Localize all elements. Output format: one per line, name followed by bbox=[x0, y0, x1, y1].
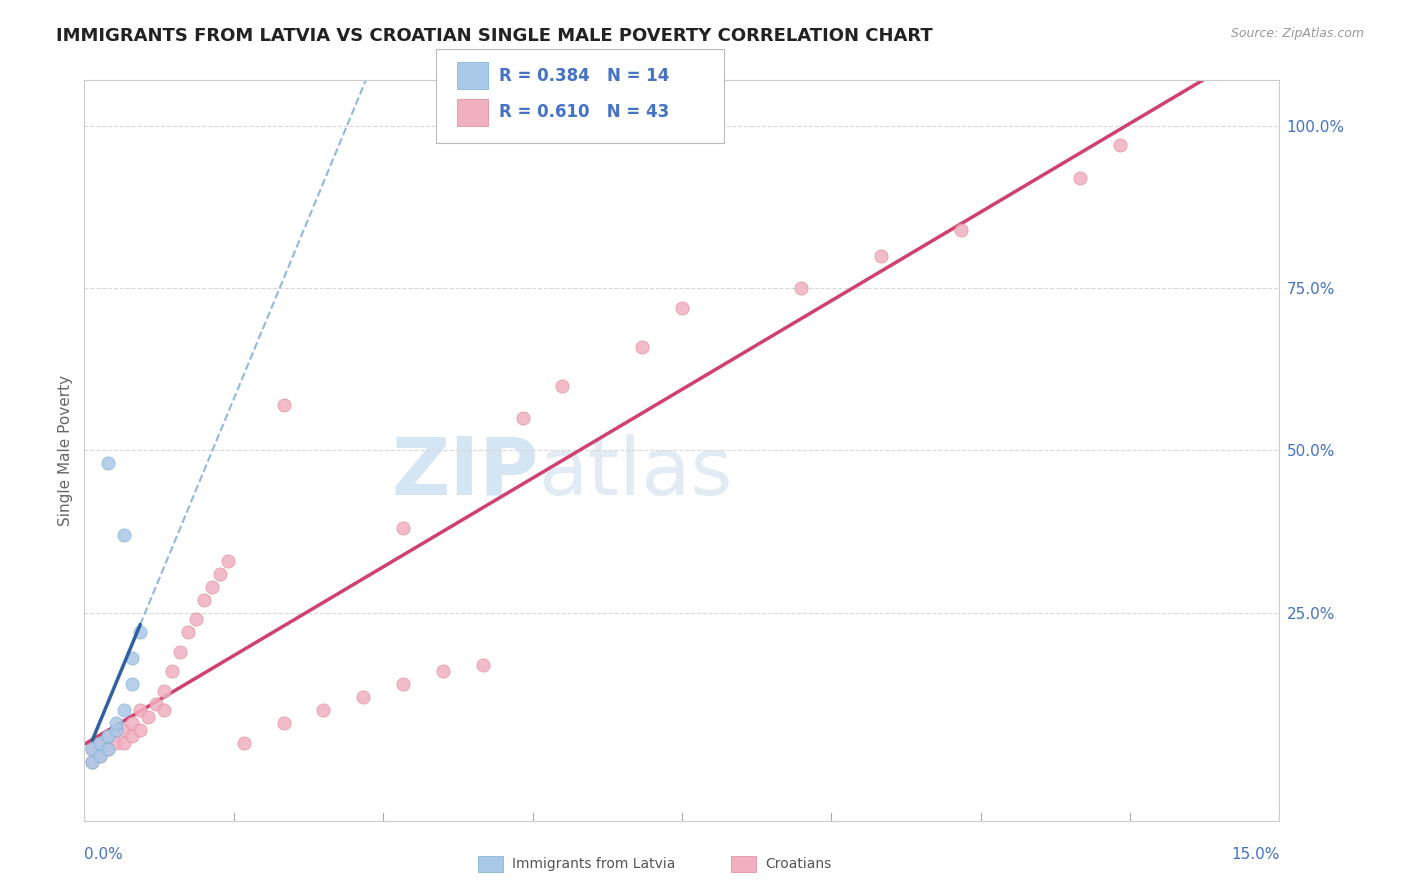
Text: IMMIGRANTS FROM LATVIA VS CROATIAN SINGLE MALE POVERTY CORRELATION CHART: IMMIGRANTS FROM LATVIA VS CROATIAN SINGL… bbox=[56, 27, 934, 45]
Point bbox=[232, 736, 254, 750]
Point bbox=[392, 677, 415, 691]
Point bbox=[273, 716, 295, 731]
Point bbox=[136, 710, 159, 724]
Point bbox=[82, 755, 104, 769]
Point bbox=[105, 716, 128, 731]
Point bbox=[870, 249, 893, 263]
Point bbox=[273, 398, 295, 412]
Text: Croatians: Croatians bbox=[765, 857, 831, 871]
Point bbox=[217, 554, 239, 568]
Point bbox=[89, 736, 111, 750]
Point bbox=[97, 729, 120, 743]
Point bbox=[949, 222, 972, 236]
Point bbox=[551, 378, 574, 392]
Point bbox=[105, 723, 128, 737]
Point bbox=[512, 411, 534, 425]
Point bbox=[129, 723, 152, 737]
Point bbox=[145, 697, 167, 711]
Point bbox=[129, 625, 152, 640]
Point bbox=[352, 690, 374, 705]
Point bbox=[671, 301, 693, 315]
Text: R = 0.610   N = 43: R = 0.610 N = 43 bbox=[499, 103, 669, 121]
Point bbox=[184, 612, 207, 626]
Point bbox=[89, 748, 111, 763]
Point bbox=[471, 657, 494, 672]
Point bbox=[97, 742, 120, 756]
Point bbox=[153, 703, 176, 717]
Text: atlas: atlas bbox=[538, 434, 733, 512]
Point bbox=[112, 703, 135, 717]
Point bbox=[312, 703, 335, 717]
Point bbox=[89, 748, 111, 763]
Point bbox=[208, 566, 231, 581]
Point bbox=[631, 340, 654, 354]
Point bbox=[432, 665, 454, 679]
Point bbox=[129, 703, 152, 717]
Text: R = 0.384   N = 14: R = 0.384 N = 14 bbox=[499, 67, 669, 85]
Text: Immigrants from Latvia: Immigrants from Latvia bbox=[512, 857, 675, 871]
Point bbox=[153, 683, 176, 698]
Point bbox=[105, 736, 128, 750]
Point bbox=[97, 742, 120, 756]
Point bbox=[121, 651, 143, 665]
Point bbox=[1069, 170, 1091, 185]
Text: ZIP: ZIP bbox=[391, 434, 538, 512]
Point bbox=[169, 645, 191, 659]
Point bbox=[160, 665, 183, 679]
Point bbox=[177, 625, 200, 640]
Text: 15.0%: 15.0% bbox=[1232, 847, 1279, 862]
Point bbox=[89, 736, 111, 750]
Point bbox=[1109, 138, 1132, 153]
Point bbox=[82, 742, 104, 756]
Point bbox=[392, 521, 415, 535]
Text: 0.0%: 0.0% bbox=[84, 847, 124, 862]
Point bbox=[121, 677, 143, 691]
Point bbox=[193, 592, 215, 607]
Point bbox=[201, 580, 224, 594]
Point bbox=[121, 729, 143, 743]
Point bbox=[82, 742, 104, 756]
Point bbox=[97, 457, 120, 471]
Point bbox=[112, 736, 135, 750]
Point bbox=[790, 281, 813, 295]
Point bbox=[105, 723, 128, 737]
Point bbox=[97, 729, 120, 743]
Point bbox=[112, 528, 135, 542]
Point bbox=[112, 723, 135, 737]
Y-axis label: Single Male Poverty: Single Male Poverty bbox=[58, 375, 73, 526]
Point bbox=[82, 755, 104, 769]
Point bbox=[121, 716, 143, 731]
Text: Source: ZipAtlas.com: Source: ZipAtlas.com bbox=[1230, 27, 1364, 40]
